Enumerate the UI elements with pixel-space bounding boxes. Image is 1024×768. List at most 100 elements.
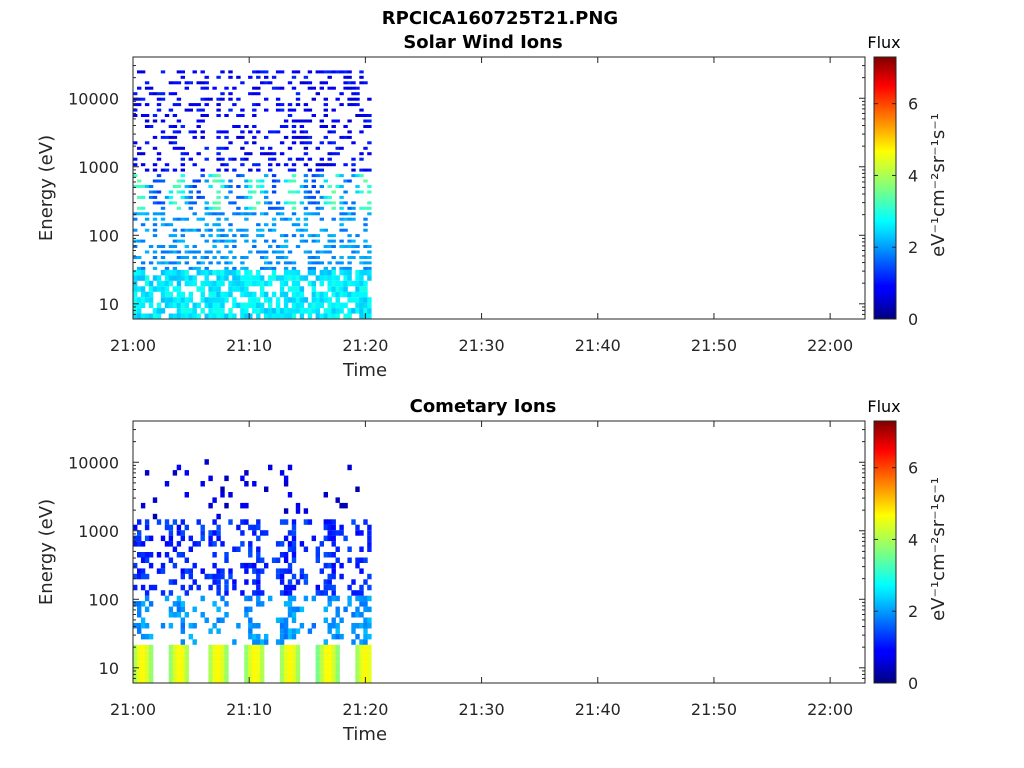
- heatmap-cell: [144, 212, 150, 216]
- heatmap-cell: [133, 239, 138, 243]
- heatmap-cell: [248, 190, 253, 194]
- heatmap-cell: [264, 75, 269, 79]
- heatmap-cell: [236, 280, 241, 287]
- heatmap-cell: [327, 275, 332, 281]
- heatmap-cell: [291, 535, 297, 542]
- heatmap-cell: [359, 546, 364, 552]
- x-axis-label: Time: [342, 724, 387, 745]
- heatmap-cell: [200, 234, 205, 238]
- heatmap-cell: [196, 541, 201, 547]
- heatmap-cell: [168, 535, 174, 542]
- heatmap-cell: [295, 92, 301, 96]
- heatmap-cell: [252, 114, 257, 117]
- heatmap-cell: [172, 266, 178, 270]
- heatmap-cell: [264, 97, 269, 101]
- heatmap-cell: [323, 677, 328, 683]
- heatmap-cell: [359, 601, 364, 607]
- heatmap-cell: [168, 590, 174, 596]
- heatmap-cell: [303, 223, 309, 227]
- heatmap-cell: [164, 519, 170, 525]
- heatmap-cell: [359, 584, 364, 591]
- heatmap-cell: [319, 661, 324, 667]
- heatmap-cell: [133, 655, 138, 662]
- colorbar-label: eV⁻¹cm⁻²sr⁻¹s⁻¹: [928, 477, 949, 621]
- heatmap-cell: [192, 541, 197, 547]
- heatmap-cell: [140, 261, 146, 265]
- heatmap-cell: [228, 157, 233, 161]
- heatmap-cell: [212, 286, 217, 292]
- heatmap-cell: [331, 201, 336, 205]
- heatmap-cell: [180, 313, 185, 319]
- heatmap-cell: [367, 606, 372, 613]
- heatmap-cell: [133, 666, 138, 673]
- heatmap-cell: [315, 297, 320, 303]
- heatmap-cell: [363, 280, 368, 287]
- y-tick-label: 1000: [78, 158, 119, 177]
- heatmap-cell: [315, 163, 320, 167]
- heatmap-cell: [137, 672, 142, 678]
- heatmap-cell: [133, 141, 138, 145]
- heatmap-cell: [363, 633, 368, 640]
- heatmap-cell: [148, 584, 154, 591]
- heatmap-cell: [295, 135, 301, 139]
- heatmap-cell: [252, 141, 257, 145]
- heatmap-cell: [268, 157, 273, 161]
- heatmap-cell: [172, 269, 178, 276]
- heatmap-cell: [283, 275, 289, 281]
- heatmap-cell: [291, 190, 297, 194]
- heatmap-cell: [363, 206, 368, 210]
- heatmap-cell: [287, 541, 293, 547]
- heatmap-cell: [283, 280, 289, 287]
- heatmap-cell: [343, 86, 348, 90]
- heatmap-cell: [287, 286, 293, 292]
- heatmap-cell: [363, 146, 368, 150]
- heatmap-cell: [295, 286, 301, 292]
- x-tick-label: 21:00: [110, 700, 156, 719]
- heatmap-cell: [192, 313, 197, 319]
- heatmap-cell: [196, 250, 201, 254]
- heatmap-cell: [248, 130, 253, 134]
- heatmap-cell: [331, 541, 336, 547]
- heatmap-cell: [176, 291, 182, 298]
- heatmap-cell: [335, 302, 340, 309]
- heatmap-cell: [275, 130, 281, 134]
- heatmap-cell: [236, 114, 241, 117]
- heatmap-cell: [176, 655, 182, 662]
- heatmap-cell: [283, 535, 289, 542]
- heatmap-cell: [339, 201, 344, 205]
- heatmap-cell: [164, 481, 170, 487]
- heatmap-cell: [287, 606, 293, 613]
- heatmap-cell: [367, 313, 372, 319]
- heatmap-cell: [351, 201, 356, 205]
- heatmap-cell: [160, 269, 166, 276]
- heatmap-cell: [260, 179, 265, 183]
- heatmap-cell: [192, 185, 197, 188]
- heatmap-cell: [287, 546, 293, 552]
- heatmap-cell: [279, 470, 285, 476]
- heatmap-cell: [271, 174, 277, 178]
- heatmap-cell: [152, 168, 158, 172]
- heatmap-cell: [291, 677, 297, 683]
- heatmap-cell: [168, 313, 174, 319]
- heatmap-cell: [363, 217, 368, 221]
- heatmap-cell: [228, 308, 233, 314]
- heatmap-cell: [355, 174, 360, 178]
- heatmap-cell: [133, 562, 138, 569]
- heatmap-cell: [315, 234, 320, 238]
- heatmap-cell: [196, 313, 201, 319]
- heatmap-cell: [303, 217, 309, 221]
- heatmap-cell: [168, 524, 174, 531]
- heatmap-cell: [347, 595, 352, 602]
- heatmap-cell: [367, 644, 372, 651]
- heatmap-cell: [355, 595, 360, 602]
- heatmap-cell: [335, 286, 340, 292]
- heatmap-cell: [311, 185, 316, 188]
- heatmap-cell: [180, 190, 185, 194]
- heatmap-cell: [133, 114, 138, 117]
- heatmap-cell: [248, 541, 253, 547]
- heatmap-cell: [323, 81, 328, 85]
- heatmap-cell: [212, 519, 217, 525]
- heatmap-cell: [256, 168, 261, 172]
- heatmap-cell: [287, 650, 293, 656]
